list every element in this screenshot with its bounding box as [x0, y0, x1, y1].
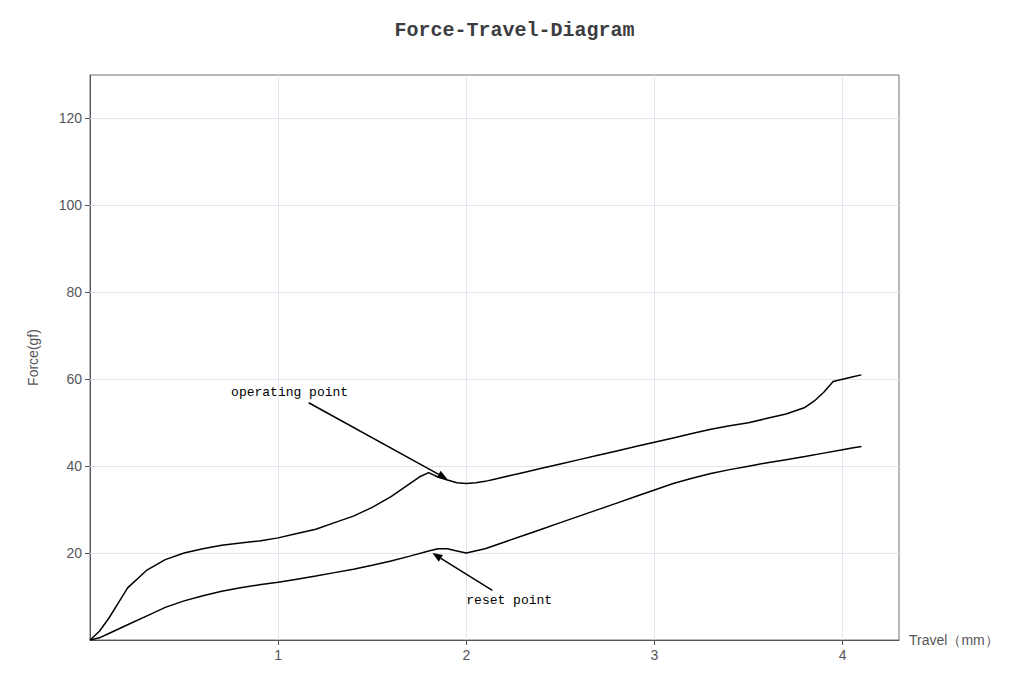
svg-text:Travel（mm）: Travel（mm）: [909, 632, 999, 648]
svg-text:1: 1: [274, 647, 282, 663]
svg-text:20: 20: [66, 545, 82, 561]
svg-text:2: 2: [462, 647, 470, 663]
svg-text:60: 60: [66, 371, 82, 387]
svg-text:Force(gf): Force(gf): [25, 329, 41, 386]
svg-text:4: 4: [839, 647, 847, 663]
svg-text:120: 120: [59, 110, 83, 126]
svg-text:3: 3: [651, 647, 659, 663]
svg-text:operating point: operating point: [231, 385, 348, 400]
svg-text:80: 80: [66, 284, 82, 300]
svg-text:40: 40: [66, 458, 82, 474]
svg-text:100: 100: [59, 197, 83, 213]
svg-text:Force-Travel-Diagram: Force-Travel-Diagram: [394, 19, 634, 42]
svg-text:reset point: reset point: [466, 593, 552, 608]
